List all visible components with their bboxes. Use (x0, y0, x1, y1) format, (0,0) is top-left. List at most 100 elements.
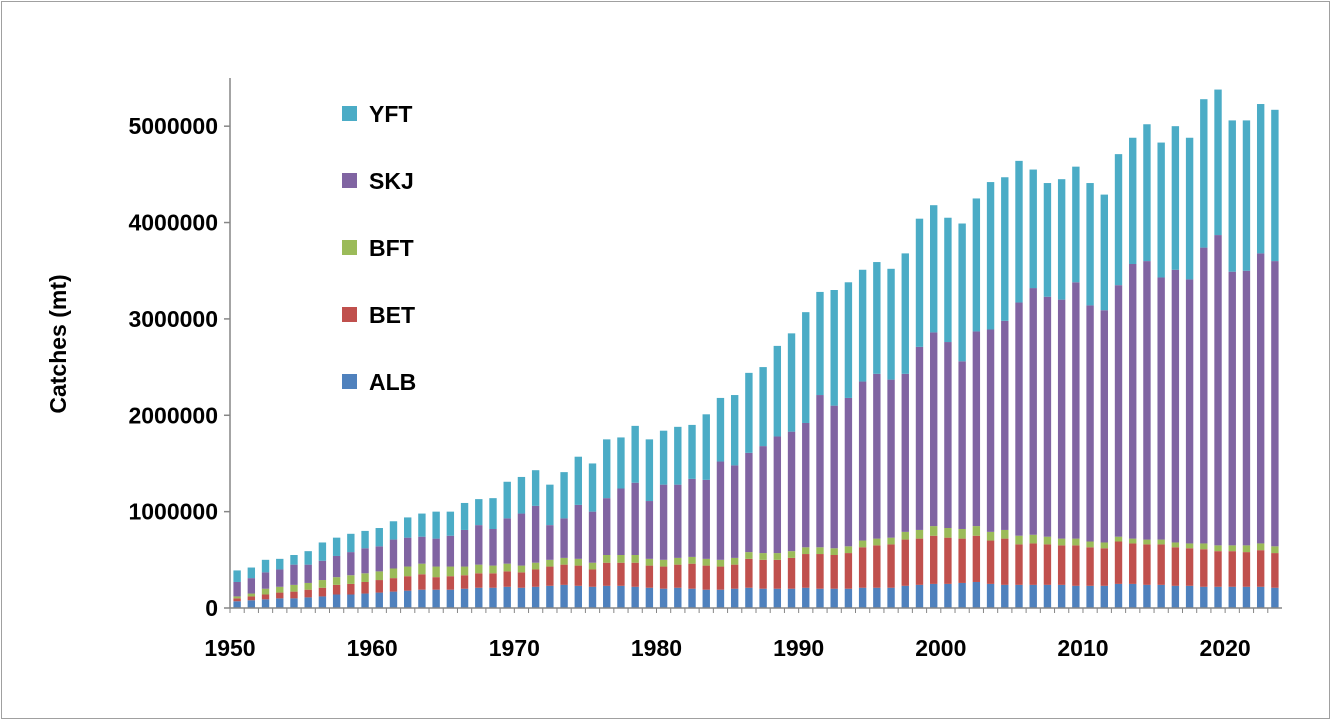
bar-yft-1976 (603, 439, 611, 499)
bar-alb-1984 (716, 589, 725, 608)
bar-bft-1965 (446, 566, 455, 577)
bar-bft-1955 (304, 582, 312, 590)
bar-skj-1953 (276, 569, 284, 587)
bar-alb-1982 (688, 588, 696, 608)
bar-bet-2005 (1015, 544, 1023, 585)
bar-skj-2014 (1143, 261, 1151, 540)
bar-bet-1956 (318, 587, 327, 597)
bar-skj-1979 (645, 501, 654, 559)
bar-bet-1960 (375, 580, 383, 593)
bar-skj-1957 (332, 555, 341, 578)
bar-yft-2007 (1043, 183, 1052, 297)
bar-yft-2008 (1057, 179, 1066, 300)
bar-bft-1997 (901, 531, 909, 540)
bar-yft-1964 (432, 511, 440, 539)
bar-yft-1971 (531, 470, 540, 506)
bar-yft-2004 (1001, 177, 1009, 321)
bar-bet-1998 (915, 538, 924, 585)
bar-bet-1999 (930, 535, 938, 584)
bar-alb-1973 (560, 584, 568, 608)
bar-alb-2012 (1114, 583, 1123, 608)
y-tick-label: 2000000 (128, 402, 218, 428)
bar-alb-2020 (1228, 586, 1236, 608)
bar-skj-1996 (887, 379, 895, 538)
bar-yft-1988 (773, 345, 782, 437)
bar-alb-1956 (318, 596, 327, 608)
bar-alb-2019 (1214, 586, 1222, 608)
legend-label-skj: SKJ (369, 168, 414, 194)
bar-bft-1996 (887, 537, 895, 545)
bar-bft-1960 (375, 571, 383, 581)
bar-yft-2023 (1271, 109, 1279, 262)
bar-bft-2018 (1200, 543, 1208, 550)
bar-bet-1958 (347, 583, 355, 595)
bar-skj-1981 (674, 484, 682, 558)
bar-alb-2021 (1242, 586, 1251, 608)
x-tick-label: 1970 (489, 635, 540, 661)
bar-alb-2015 (1157, 584, 1165, 608)
bar-bet-1989 (787, 557, 796, 589)
bar-bet-2004 (1001, 538, 1009, 585)
bar-alb-1951 (247, 600, 256, 608)
bar-bft-2017 (1185, 543, 1194, 549)
bar-alb-1970 (517, 587, 526, 608)
bar-skj-1985 (730, 465, 739, 558)
bar-alb-1978 (631, 586, 639, 608)
x-tick-label: 1990 (773, 635, 824, 661)
bar-skj-1973 (560, 518, 568, 558)
bar-alb-2004 (1001, 584, 1009, 608)
bar-bet-1955 (304, 589, 312, 598)
bar-bft-2005 (1015, 535, 1023, 545)
bar-bet-1979 (645, 565, 654, 588)
bar-skj-1975 (588, 511, 597, 563)
bar-alb-2023 (1271, 587, 1279, 608)
bar-bft-1962 (404, 566, 412, 577)
bar-yft-1969 (503, 481, 511, 519)
bar-bet-1953 (276, 592, 284, 599)
bar-bet-1976 (603, 562, 611, 586)
bar-bft-2020 (1228, 545, 1236, 552)
bar-alb-1954 (290, 598, 298, 608)
bar-bet-2017 (1185, 548, 1194, 586)
bar-yft-1997 (901, 253, 909, 374)
bar-yft-1959 (361, 530, 369, 549)
legend-label-alb: ALB (369, 369, 416, 395)
bar-alb-1960 (375, 592, 383, 608)
bar-bft-2001 (958, 528, 966, 539)
bar-yft-1998 (915, 218, 924, 347)
bar-bft-1952 (261, 588, 270, 595)
bar-skj-1990 (802, 422, 810, 548)
bar-bet-1968 (489, 573, 497, 588)
bar-skj-1964 (432, 538, 440, 567)
bar-yft-2014 (1143, 124, 1151, 262)
bar-bet-2021 (1242, 552, 1251, 587)
bar-yft-1981 (674, 426, 682, 485)
bar-bft-1993 (844, 546, 853, 554)
bar-yft-1982 (688, 424, 696, 479)
bar-yft-1954 (290, 555, 298, 565)
bar-bet-1972 (546, 566, 554, 586)
bar-yft-1970 (517, 476, 526, 514)
bar-bet-2000 (944, 537, 952, 584)
bar-bet-2015 (1157, 544, 1165, 585)
bar-skj-1977 (617, 488, 625, 555)
bar-bet-1952 (261, 594, 270, 600)
bar-bft-1975 (588, 562, 597, 570)
bar-alb-2000 (944, 583, 952, 608)
bar-skj-1965 (446, 535, 455, 567)
bar-bet-1992 (830, 555, 838, 589)
bar-alb-2014 (1143, 584, 1151, 608)
bar-skj-1995 (873, 373, 881, 539)
bar-alb-1961 (389, 591, 398, 608)
bar-bet-1967 (475, 573, 483, 588)
bar-yft-1966 (460, 502, 469, 530)
bar-skj-2021 (1242, 270, 1251, 546)
y-axis-label: Catches (mt) (45, 274, 71, 413)
bar-bet-1974 (574, 565, 582, 586)
bar-yft-2009 (1072, 166, 1080, 283)
bars-layer (233, 89, 1279, 608)
bar-yft-1990 (802, 312, 810, 423)
legend-swatch-yft (342, 106, 357, 121)
bar-yft-2019 (1214, 89, 1222, 236)
